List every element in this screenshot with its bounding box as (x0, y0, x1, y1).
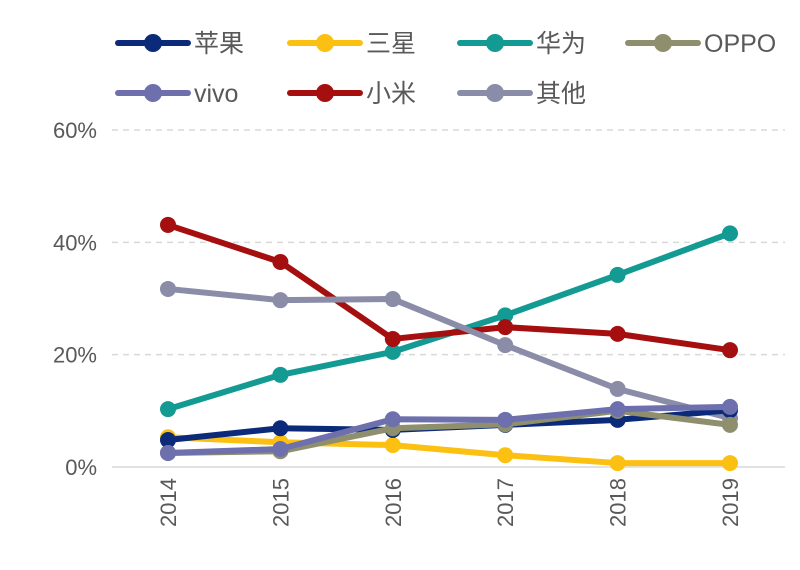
y-axis: 0% 20% 40% 60% (53, 118, 97, 480)
y-tick-label: 0% (65, 455, 97, 480)
series-line (167, 285, 731, 422)
legend-item: 华为 (457, 30, 586, 58)
series-vivo (160, 398, 738, 461)
data-point (272, 292, 289, 309)
data-point (272, 441, 289, 458)
data-point (384, 291, 401, 308)
data-point (609, 325, 626, 342)
data-point (272, 420, 289, 437)
legend-item: 苹果 (115, 30, 244, 58)
legend-marker-icon (486, 84, 504, 102)
legend-marker-icon (144, 34, 162, 52)
data-point (497, 337, 514, 354)
data-point (384, 437, 401, 454)
legend-marker-icon (316, 34, 334, 52)
legend-item: 小米 (287, 80, 416, 108)
x-tick-label: 2017 (493, 478, 518, 527)
y-tick-label: 40% (53, 230, 97, 255)
x-tick-label: 2014 (156, 478, 181, 527)
data-point (497, 307, 514, 324)
legend-label: 三星 (366, 30, 416, 58)
data-point (272, 366, 289, 383)
legend-marker-icon (316, 84, 334, 102)
data-point (160, 280, 176, 297)
data-point (160, 401, 176, 418)
data-point (160, 432, 176, 449)
data-point (160, 216, 176, 233)
legend-marker-icon (144, 84, 162, 102)
data-point (384, 343, 401, 360)
legend: 苹果 三星 华为 OPPO vivo 小米 其他 (115, 30, 776, 108)
data-point (722, 455, 738, 472)
data-point (160, 444, 176, 461)
legend-item: vivo (115, 80, 238, 108)
legend-label: OPPO (704, 30, 776, 58)
plot-area (160, 216, 738, 472)
data-point (497, 411, 514, 428)
series-line (167, 403, 731, 456)
y-tick-label: 60% (53, 118, 97, 143)
data-point (497, 447, 514, 464)
data-point (722, 342, 738, 359)
x-axis: 2014 2015 2016 2017 2018 2019 (112, 466, 785, 527)
x-tick-label: 2018 (606, 478, 631, 527)
data-point (609, 266, 626, 283)
data-point (384, 411, 401, 428)
data-point (722, 225, 738, 242)
legend-label: 其他 (536, 80, 586, 108)
legend-item: 其他 (457, 80, 586, 108)
legend-marker-icon (654, 34, 672, 52)
data-point (722, 398, 738, 415)
series-其他 (160, 280, 738, 427)
x-tick-label: 2015 (268, 478, 293, 527)
data-point (609, 401, 626, 418)
data-point (609, 380, 626, 397)
legend-item: 三星 (287, 30, 416, 58)
legend-label: 华为 (536, 30, 586, 58)
series-小米 (160, 216, 738, 359)
x-tick-label: 2016 (381, 478, 406, 527)
data-point (384, 330, 401, 347)
data-point (272, 253, 289, 270)
x-tick-label: 2019 (718, 478, 743, 527)
legend-label: vivo (194, 80, 238, 108)
legend-item: OPPO (625, 30, 776, 58)
series-line (167, 434, 730, 467)
legend-label: 小米 (366, 80, 416, 108)
data-point (722, 416, 738, 433)
series-line (167, 222, 731, 354)
legend-label: 苹果 (194, 30, 244, 58)
data-point (497, 319, 514, 336)
y-tick-label: 20% (53, 343, 97, 368)
data-point (609, 455, 626, 472)
legend-marker-icon (486, 34, 504, 52)
